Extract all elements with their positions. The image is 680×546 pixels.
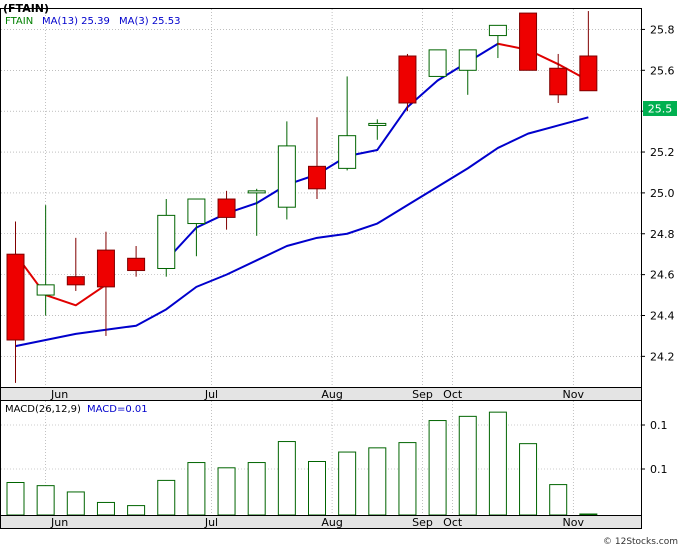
price-y-axis: 24.224.424.624.825.025.225.425.625.8	[641, 23, 675, 363]
candle-body-down	[398, 55, 417, 104]
macd-bar	[579, 513, 598, 516]
macd-bar	[96, 501, 115, 516]
macd-grid	[1, 401, 641, 515]
candle-body-up	[36, 284, 55, 296]
last-price-label: 25.5	[648, 103, 673, 116]
macd-x-tick-label: Nov	[563, 516, 585, 529]
candle-body-down	[549, 67, 568, 96]
ma-line	[15, 116, 589, 348]
candle-body-up	[458, 49, 477, 71]
macd-x-tick-label: Oct	[443, 516, 463, 529]
candle-body-down	[217, 198, 236, 218]
price-y-tick-label: 24.2	[650, 350, 675, 363]
price-x-tick-label: Sep	[412, 388, 433, 401]
macd-y-axis: 0.1 0.1	[641, 419, 668, 476]
macd-x-tick-label: Jul	[204, 516, 218, 529]
macd-y-tick-label: 0.1	[650, 463, 668, 476]
watermark: © 12Stocks.com	[603, 537, 678, 546]
macd-x-axis: Jun Jul Aug Sep Oct Nov	[50, 516, 584, 529]
price-x-axis: Jun Jul Aug Sep Oct Nov	[50, 388, 584, 401]
macd-x-axis-strip	[0, 515, 642, 529]
candle-body-down	[6, 253, 25, 341]
candle-body-up	[187, 198, 206, 225]
price-legend: FTAIN MA(13) 25.39 MA(3) 25.53	[5, 16, 180, 27]
macd-bar	[549, 484, 568, 516]
macd-bar	[277, 441, 296, 516]
candle-body-up	[368, 122, 387, 126]
price-y-tick-label: 25.8	[650, 23, 675, 36]
macd-bar	[458, 415, 477, 516]
macd-bar	[398, 442, 417, 516]
ma-segment	[376, 106, 409, 151]
candle-body-up	[338, 135, 357, 169]
macd-x-tick-label: Sep	[412, 516, 433, 529]
macd-bar	[66, 491, 85, 516]
price-x-tick-label: Jul	[204, 388, 218, 401]
price-x-tick-label: Nov	[563, 388, 585, 401]
macd-bar	[36, 485, 55, 516]
candle-body-down	[308, 165, 326, 190]
candle-body-down	[127, 257, 146, 272]
legend-item: MA(3) 25.53	[119, 16, 180, 27]
macd-bar	[187, 462, 206, 516]
price-y-tick-label: 24.4	[650, 309, 675, 322]
candle-body-down	[66, 276, 85, 286]
candles	[6, 11, 598, 383]
macd-bar	[368, 447, 387, 516]
candle-body-up	[157, 214, 176, 269]
price-panel	[0, 8, 642, 388]
macd-bar	[157, 479, 176, 516]
candle-body-up	[488, 24, 507, 37]
macd-bar	[488, 411, 507, 516]
price-x-tick-label: Jun	[50, 388, 68, 401]
price-x-tick-label: Aug	[321, 388, 342, 401]
last-price-badge	[643, 101, 677, 116]
legend-item: FTAIN	[5, 16, 33, 27]
price-y-tick-label: 25.2	[650, 146, 675, 159]
ma-line	[14, 253, 107, 307]
macd-x-tick-label: Jun	[50, 516, 68, 529]
macd-bar	[308, 461, 326, 516]
macd-x-tick-label: Aug	[321, 516, 342, 529]
macd-bars	[6, 411, 598, 516]
candle-body-up	[428, 49, 447, 77]
candle-body-down	[519, 12, 538, 71]
macd-bar	[247, 462, 266, 516]
candle-body-up	[247, 190, 266, 194]
macd-value-label: MACD=0.01	[87, 404, 148, 415]
price-x-tick-label: Oct	[443, 388, 463, 401]
macd-bar	[6, 482, 25, 516]
price-y-tick-label: 25.6	[650, 64, 675, 77]
macd-bar	[127, 505, 146, 516]
macd-bar	[428, 420, 447, 516]
macd-title: MACD(26,12,9)	[5, 404, 81, 415]
candle-body-up	[277, 145, 296, 208]
legend-item: MA(13) 25.39	[42, 16, 110, 27]
macd-y-tick-label: 0.1	[650, 419, 668, 432]
price-y-tick-label: 24.8	[650, 228, 675, 241]
candle-body-down	[579, 55, 598, 92]
macd-bar	[338, 451, 357, 516]
price-y-tick-label: 24.6	[650, 269, 675, 282]
macd-bar	[217, 467, 236, 516]
price-y-tick-label: 25.0	[650, 187, 675, 200]
macd-bar	[519, 443, 538, 516]
candle-body-down	[96, 249, 115, 288]
chart-title: (FTAIN)	[3, 2, 49, 15]
